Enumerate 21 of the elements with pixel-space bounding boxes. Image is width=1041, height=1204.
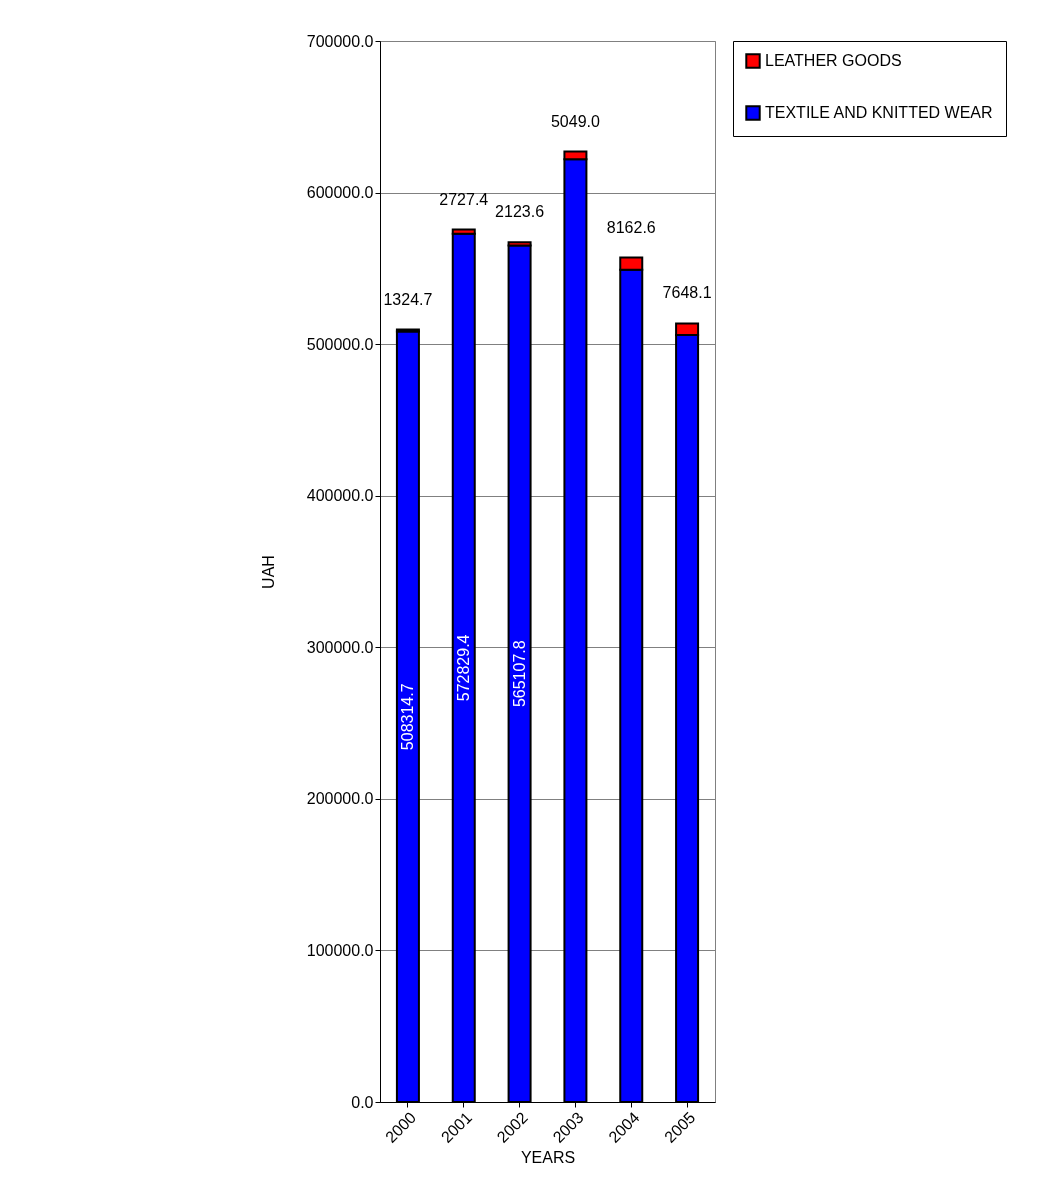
- y-tick-label: 100000.0: [306, 941, 374, 959]
- data-label: 565107.8: [510, 640, 528, 708]
- data-label: 5049.0: [550, 112, 600, 130]
- y-tick-label: 200000.0: [306, 790, 374, 808]
- x-axis-title: YEARS: [520, 1148, 576, 1166]
- legend-label: LEATHER GOODS: [765, 52, 902, 69]
- y-tick-label: 700000.0: [306, 32, 374, 50]
- data-label: 2727.4: [439, 190, 489, 208]
- y-tick-label: 300000.0: [306, 638, 374, 656]
- y-tick-label: 400000.0: [306, 487, 374, 505]
- data-label: 7648.1: [662, 284, 712, 302]
- data-label: 508314.7: [398, 683, 416, 751]
- y-tick-label: 600000.0: [306, 184, 374, 202]
- data-label: 1324.7: [383, 290, 433, 308]
- legend-label: TEXTILE AND KNITTED WEAR: [765, 104, 993, 121]
- y-tick-label: 500000.0: [306, 335, 374, 353]
- data-label: 8162.6: [606, 218, 656, 236]
- y-axis-title: UAH: [259, 555, 277, 589]
- data-label: 2123.6: [495, 203, 545, 221]
- data-label: 572829.4: [454, 634, 472, 702]
- y-tick-label: 0.0: [351, 1093, 374, 1111]
